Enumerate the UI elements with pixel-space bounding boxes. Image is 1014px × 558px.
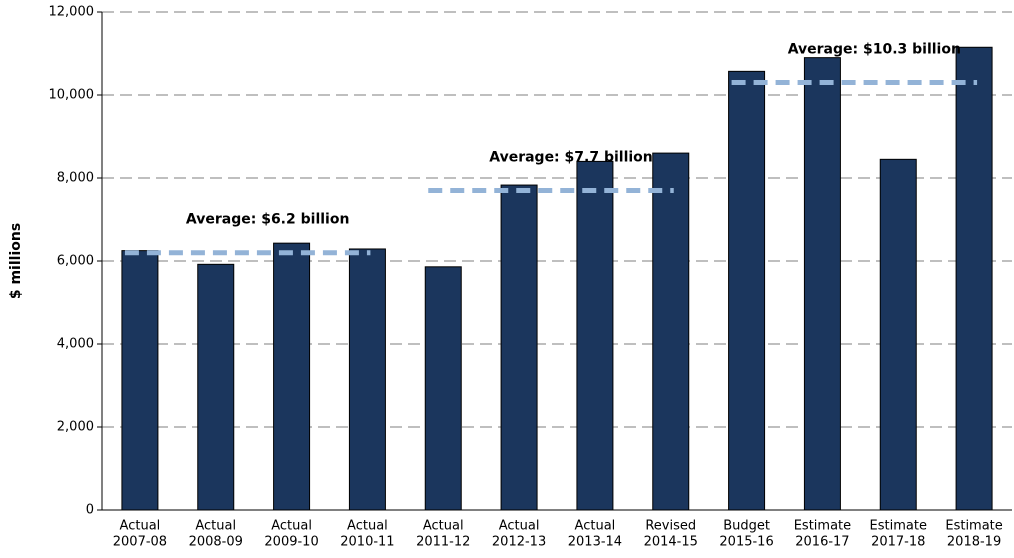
x-tick-label: 2016-17 <box>795 535 849 550</box>
x-tick-label: Revised <box>645 519 696 534</box>
y-tick-label: 12,000 <box>49 5 95 20</box>
average-label: Average: $6.2 billion <box>186 212 350 228</box>
bar <box>273 242 311 511</box>
x-tick-label: 2014-15 <box>644 535 698 550</box>
x-tick-label: 2011-12 <box>416 535 470 550</box>
x-tick-label: Actual <box>271 519 312 534</box>
bar <box>576 160 614 511</box>
bar <box>424 266 462 511</box>
x-tick-label: 2015-16 <box>719 535 773 550</box>
x-tick-label: Actual <box>120 519 161 534</box>
bar <box>955 46 993 511</box>
average-label: Average: $10.3 billion <box>788 42 961 58</box>
x-tick-label: Estimate <box>870 519 927 534</box>
x-tick-label: 2013-14 <box>568 535 622 550</box>
y-tick-label: 0 <box>86 503 94 518</box>
x-tick-label: Actual <box>347 519 388 534</box>
bar <box>652 152 690 511</box>
y-tick-label: 4,000 <box>57 337 94 352</box>
bar <box>121 250 159 511</box>
bar <box>803 57 841 511</box>
y-axis-label: $ millions <box>8 223 24 299</box>
x-tick-label: 2007-08 <box>113 535 167 550</box>
x-tick-label: 2009-10 <box>264 535 318 550</box>
x-tick-label: Estimate <box>945 519 1002 534</box>
x-tick-label: 2018-19 <box>947 535 1001 550</box>
y-tick-label: 10,000 <box>49 88 95 103</box>
y-tick-label: 8,000 <box>57 171 94 186</box>
bar <box>348 248 386 511</box>
x-tick-label: Actual <box>195 519 236 534</box>
bar <box>728 70 766 511</box>
bar <box>879 158 917 511</box>
x-tick-label: Actual <box>423 519 464 534</box>
y-tick-label: 6,000 <box>57 254 94 269</box>
x-tick-label: Budget <box>723 519 770 534</box>
x-tick-label: Actual <box>499 519 540 534</box>
y-tick-label: 2,000 <box>57 420 94 435</box>
x-tick-label: Actual <box>575 519 616 534</box>
average-label: Average: $7.7 billion <box>489 149 653 165</box>
x-tick-label: 2010-11 <box>340 535 394 550</box>
x-tick-label: 2017-18 <box>871 535 925 550</box>
bar <box>197 263 235 511</box>
bar <box>500 184 538 511</box>
x-tick-label: 2012-13 <box>492 535 546 550</box>
x-tick-label: Estimate <box>794 519 851 534</box>
x-tick-label: 2008-09 <box>189 535 243 550</box>
